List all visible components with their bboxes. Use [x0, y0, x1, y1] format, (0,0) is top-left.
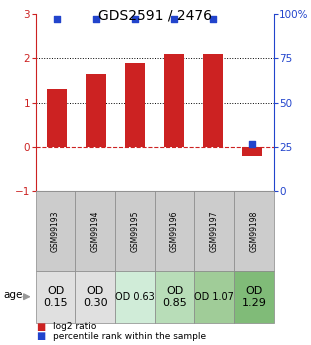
Text: GSM99195: GSM99195	[130, 210, 139, 252]
Bar	[243, 147, 262, 156]
Bar	[165, 54, 184, 147]
Text: GSM99194: GSM99194	[91, 210, 100, 252]
Point	[211, 16, 216, 22]
Bar	[203, 54, 223, 147]
Bar	[48, 89, 67, 147]
Text: age: age	[3, 290, 22, 300]
Text: OD
1.29: OD 1.29	[241, 286, 266, 307]
Text: ■: ■	[36, 332, 45, 341]
Text: OD
0.15: OD 0.15	[43, 286, 68, 307]
Point	[172, 16, 177, 22]
Text: GSM99193: GSM99193	[51, 210, 60, 252]
Bar	[86, 74, 106, 147]
Point	[55, 16, 60, 22]
Text: percentile rank within the sample: percentile rank within the sample	[53, 332, 206, 341]
Text: GSM99196: GSM99196	[170, 210, 179, 252]
Text: GSM99197: GSM99197	[210, 210, 219, 252]
Text: OD 0.63: OD 0.63	[115, 292, 155, 302]
Point	[250, 141, 255, 146]
Text: OD
0.85: OD 0.85	[162, 286, 187, 307]
Bar	[125, 63, 145, 147]
Text: log2 ratio: log2 ratio	[53, 322, 96, 331]
Point	[133, 16, 138, 22]
Point	[94, 16, 99, 22]
Text: OD 1.07: OD 1.07	[194, 292, 234, 302]
Text: GDS2591 / 2476: GDS2591 / 2476	[99, 9, 212, 23]
Text: ■: ■	[36, 322, 45, 332]
Text: GSM99198: GSM99198	[249, 210, 258, 252]
Text: OD
0.30: OD 0.30	[83, 286, 108, 307]
